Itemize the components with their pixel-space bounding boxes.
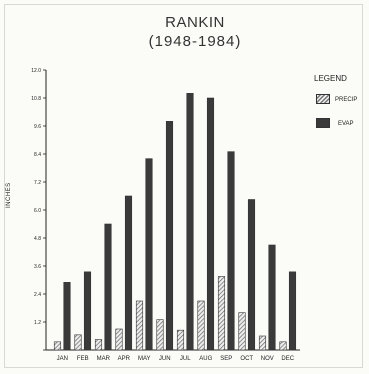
bar-evap-nov [268, 244, 276, 351]
bars [53, 93, 297, 351]
x-tick-label: JAN [57, 356, 68, 362]
x-tick-label: APR [118, 356, 131, 362]
bar-evap-dec [288, 271, 297, 351]
y-tick-labels: 1.2 2.4 3.6 4.8 6.0 7.2 8.4 9.6 10.8 12.0 [31, 68, 41, 326]
y-tick-label: 12.0 [31, 68, 41, 74]
bar-precip-jan [53, 341, 62, 351]
y-tick-label: 2.4 [34, 292, 41, 298]
y-tick-label: 7.2 [34, 180, 41, 186]
chart-subtitle: (1948-1984) [148, 33, 242, 50]
bar-precip-sep [217, 276, 226, 351]
x-tick-label: JUN [159, 356, 171, 362]
x-tick-label: DEC [281, 356, 294, 362]
bar-precip-apr [115, 328, 123, 351]
bar-precip-feb [74, 334, 82, 351]
bar-precip-may [135, 300, 144, 351]
legend-label-evap: EVAP [338, 121, 354, 127]
x-tick-label: SEP [220, 356, 232, 362]
y-tick-label: 4.8 [34, 236, 41, 242]
legend-title: LEGEND [314, 74, 347, 83]
legend-swatch-evap [316, 118, 330, 128]
y-tick-label: 1.2 [34, 320, 41, 326]
bar-evap-oct [247, 199, 256, 351]
bar-precip-aug [197, 300, 205, 351]
x-tick-label: MAY [138, 356, 151, 362]
bar-evap-apr [124, 195, 133, 351]
y-tick-label: 8.4 [34, 152, 41, 158]
x-tick-label: AUG [199, 356, 212, 362]
x-tick-label: OCT [240, 356, 253, 362]
bar-evap-mar [104, 223, 112, 351]
bar-evap-feb [83, 271, 92, 351]
bar-precip-nov [258, 335, 267, 351]
legend-label-precip: PRECIP [335, 97, 358, 103]
bar-evap-jan [63, 282, 71, 351]
chart-title: RANKIN [165, 14, 225, 31]
y-tick-label: 3.6 [34, 264, 41, 270]
bar-precip-jun [156, 319, 164, 351]
bar-precip-mar [94, 339, 103, 351]
bar-evap-may [145, 158, 153, 351]
bar-precip-jul [176, 329, 185, 351]
y-tick-label: 9.6 [34, 124, 41, 130]
x-tick-label: NOV [261, 356, 274, 362]
x-tick-label: JUL [180, 356, 191, 362]
bar-evap-aug [206, 97, 215, 351]
x-tick-label: MAR [97, 356, 111, 362]
x-tick-labels: JAN FEB MAR APR MAY JUN JUL AUG SEP OCT NOV DEC [57, 356, 295, 362]
bar-evap-jul [186, 93, 194, 351]
bar-evap-jun [165, 121, 174, 351]
x-tick-label: FEB [77, 356, 89, 362]
y-tick-label: 10.8 [31, 96, 41, 102]
legend-swatch-precip [316, 94, 330, 104]
bar-precip-dec [279, 341, 287, 351]
bar-evap-sep [227, 151, 235, 351]
y-tick-label: 6.0 [34, 208, 41, 214]
bar-precip-oct [238, 312, 246, 351]
